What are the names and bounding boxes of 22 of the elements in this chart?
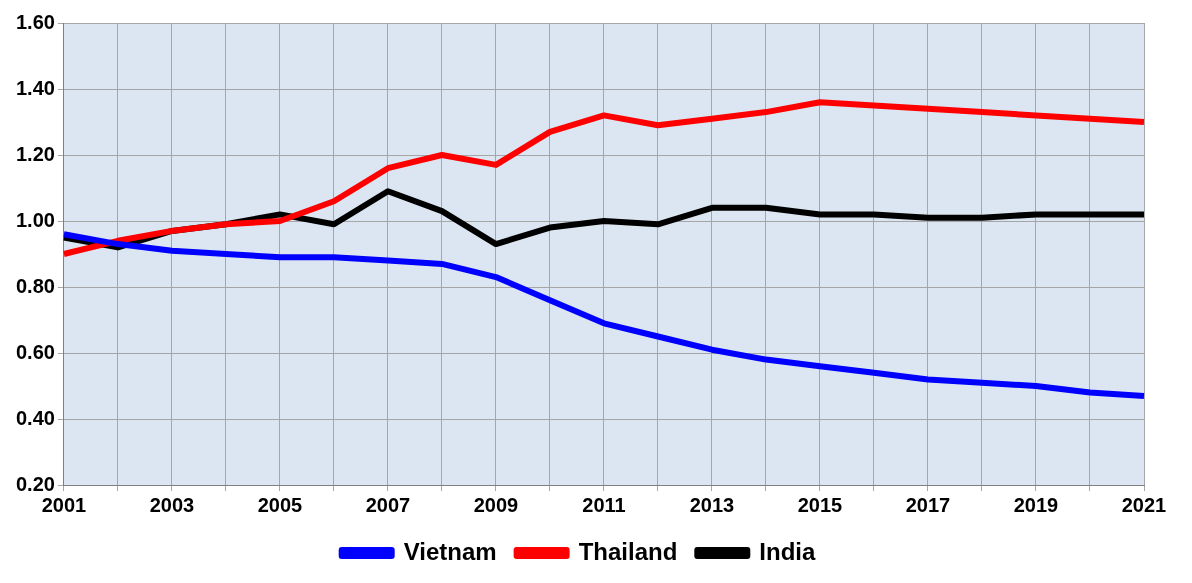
y-tick-label: 1.60 — [15, 10, 55, 33]
y-tick-label: 0.80 — [15, 274, 55, 297]
legend-label: Vietnam — [403, 537, 497, 565]
x-tick-label: 2011 — [582, 493, 626, 516]
x-tick-label: 2019 — [1013, 493, 1059, 516]
y-tick-label: 1.40 — [15, 76, 55, 99]
y-tick-label: 0.20 — [15, 472, 55, 495]
y-tick-label: 0.40 — [15, 406, 55, 429]
legend-label: Thailand — [578, 537, 678, 565]
x-tick-label: 2009 — [473, 493, 519, 516]
x-tick-label: 2017 — [905, 493, 951, 516]
x-tick-label: 2003 — [149, 493, 195, 516]
x-tick-label: 2021 — [1121, 493, 1167, 516]
x-tick-label: 2015 — [797, 493, 843, 516]
y-tick-label: 0.60 — [15, 340, 55, 363]
x-tick-label: 2005 — [257, 493, 303, 516]
x-tick-label: 2013 — [689, 493, 735, 516]
x-tick-label: 2007 — [365, 493, 411, 516]
legend-label: India — [759, 537, 816, 565]
x-tick-label: 2001 — [41, 493, 87, 516]
y-tick-label: 1.20 — [15, 142, 55, 165]
y-tick-label: 1.00 — [15, 208, 55, 231]
